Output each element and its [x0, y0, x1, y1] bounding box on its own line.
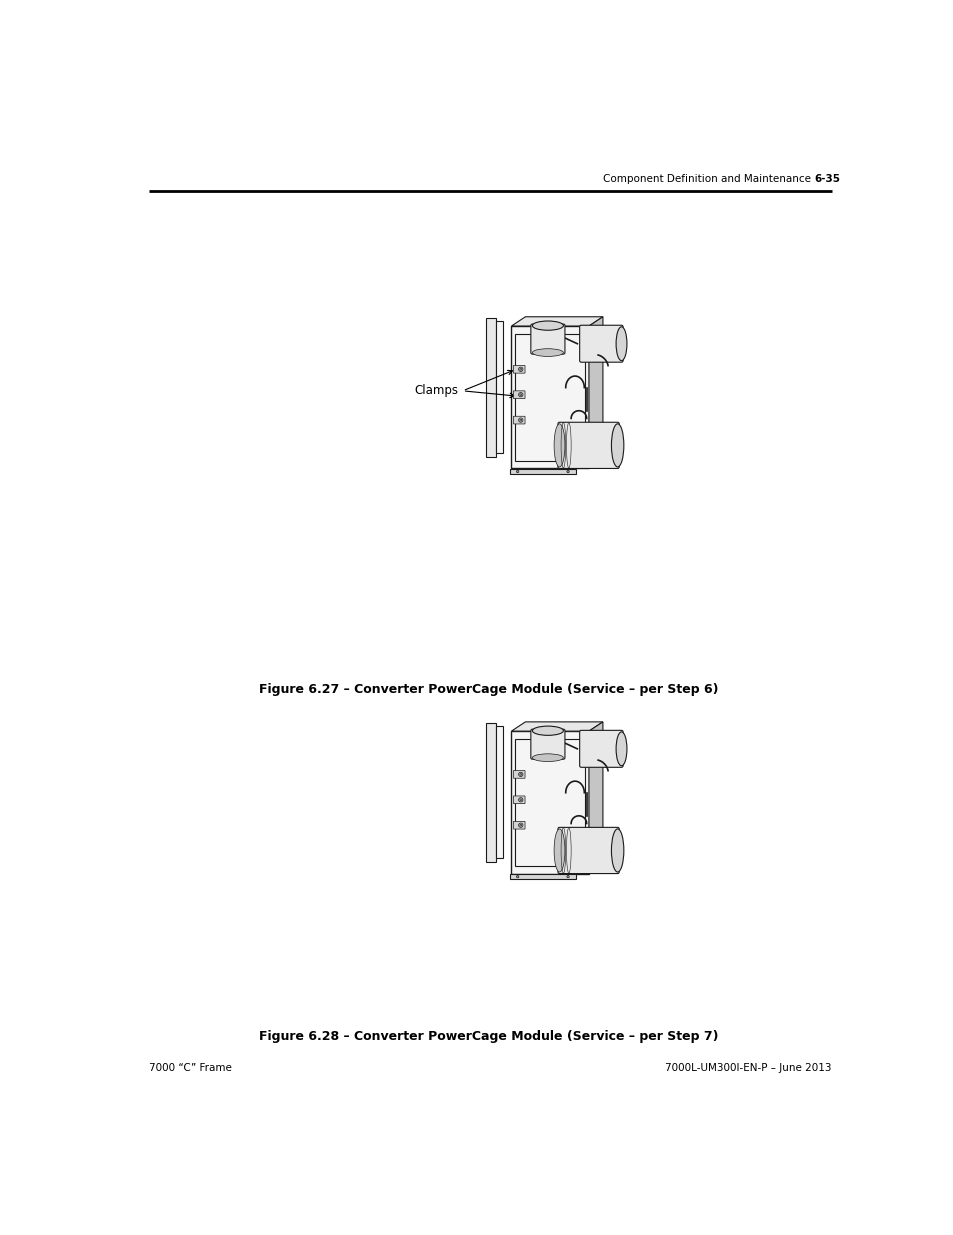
Ellipse shape — [554, 424, 564, 467]
Circle shape — [518, 417, 522, 422]
FancyBboxPatch shape — [579, 325, 622, 362]
Ellipse shape — [532, 348, 563, 357]
Text: Component Definition and Maintenance: Component Definition and Maintenance — [602, 174, 810, 184]
Ellipse shape — [532, 726, 563, 735]
FancyBboxPatch shape — [496, 726, 503, 858]
FancyBboxPatch shape — [513, 771, 524, 778]
Circle shape — [518, 772, 522, 777]
Circle shape — [519, 368, 521, 370]
FancyBboxPatch shape — [496, 321, 503, 453]
Ellipse shape — [616, 732, 626, 766]
Circle shape — [518, 367, 522, 372]
Circle shape — [518, 798, 522, 802]
Polygon shape — [511, 722, 602, 731]
Ellipse shape — [616, 327, 626, 361]
Text: Figure 6.28 – Converter PowerCage Module (Service – per Step 7): Figure 6.28 – Converter PowerCage Module… — [259, 1030, 718, 1042]
Text: Figure 6.27 – Converter PowerCage Module (Service – per Step 6): Figure 6.27 – Converter PowerCage Module… — [259, 683, 718, 695]
Circle shape — [519, 799, 521, 800]
Circle shape — [566, 876, 569, 878]
Circle shape — [519, 419, 521, 421]
FancyBboxPatch shape — [513, 821, 524, 829]
FancyBboxPatch shape — [513, 416, 524, 424]
FancyBboxPatch shape — [511, 731, 588, 873]
Ellipse shape — [554, 829, 564, 872]
Circle shape — [516, 823, 518, 825]
Polygon shape — [588, 722, 602, 873]
FancyBboxPatch shape — [510, 874, 576, 879]
FancyBboxPatch shape — [485, 724, 496, 862]
FancyBboxPatch shape — [511, 326, 588, 468]
Polygon shape — [588, 316, 602, 468]
Ellipse shape — [611, 829, 623, 872]
FancyBboxPatch shape — [485, 319, 496, 457]
Ellipse shape — [532, 321, 563, 330]
FancyBboxPatch shape — [579, 730, 622, 767]
Text: 7000L-UM300I-EN-P – June 2013: 7000L-UM300I-EN-P – June 2013 — [665, 1062, 831, 1072]
Polygon shape — [511, 316, 602, 326]
Circle shape — [516, 417, 518, 420]
Circle shape — [518, 823, 522, 827]
Circle shape — [566, 471, 569, 473]
FancyBboxPatch shape — [513, 795, 524, 804]
Circle shape — [519, 824, 521, 826]
Ellipse shape — [611, 424, 623, 467]
Text: Clamps: Clamps — [415, 384, 458, 398]
Text: 7000 “C” Frame: 7000 “C” Frame — [149, 1062, 232, 1072]
FancyBboxPatch shape — [513, 366, 524, 373]
Circle shape — [516, 876, 518, 878]
FancyBboxPatch shape — [530, 729, 564, 760]
FancyBboxPatch shape — [510, 469, 576, 474]
Circle shape — [516, 471, 518, 473]
Text: 6-35: 6-35 — [813, 174, 840, 184]
FancyBboxPatch shape — [513, 390, 524, 399]
Circle shape — [519, 773, 521, 776]
FancyBboxPatch shape — [558, 422, 618, 468]
FancyBboxPatch shape — [530, 324, 564, 354]
FancyBboxPatch shape — [558, 827, 618, 873]
Circle shape — [519, 394, 521, 395]
Circle shape — [518, 393, 522, 396]
Ellipse shape — [532, 753, 563, 762]
